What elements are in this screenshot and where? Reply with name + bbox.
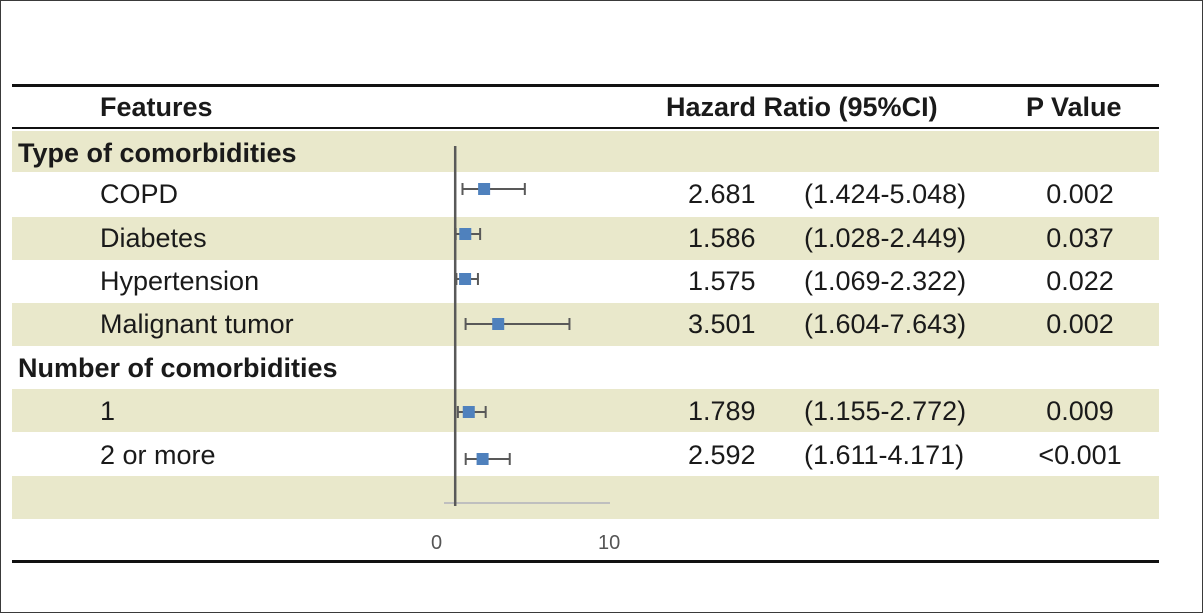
hr-marker-hypertension [459, 273, 472, 285]
row-p-diabetes: 0.037 [1046, 223, 1114, 253]
row-p-copd: 0.002 [1046, 179, 1114, 209]
header-features: Features [100, 92, 213, 122]
row-hr-diabetes: 1.586 [688, 223, 756, 253]
header-p-value: P Value [1026, 92, 1122, 122]
row-hr-copd: 2.681 [688, 179, 756, 209]
row-label-diabetes: Diabetes [100, 223, 207, 253]
row-p-hypertension: 0.022 [1046, 266, 1114, 296]
band-row-blank [12, 476, 1159, 519]
row-hr-one: 1.789 [688, 396, 756, 426]
band-row-malignant [12, 303, 1159, 346]
hr-marker-1 [462, 406, 475, 418]
row-label-hypertension: Hypertension [100, 266, 260, 296]
row-ci-two-or-more: (1.611-4.171) [804, 440, 965, 470]
row-label-copd: COPD [100, 179, 179, 209]
row-ci-hypertension: (1.069-2.322) [804, 266, 967, 296]
band-section-type [12, 131, 1159, 172]
row-ci-one: (1.155-2.772) [804, 396, 967, 426]
hr-marker-malignant-tumor [492, 318, 505, 330]
bottom-rule [12, 560, 1159, 563]
row-label-two-or-more: 2 or more [100, 440, 216, 470]
row-ci-diabetes: (1.028-2.449) [804, 223, 967, 253]
row-ci-malignant-tumor: (1.604-7.643) [804, 309, 967, 339]
row-hr-hypertension: 1.575 [688, 266, 756, 296]
hr-marker-diabetes [459, 228, 472, 240]
section-title-type: Type of comorbidities [18, 138, 297, 168]
row-p-two-or-more: <0.001 [1038, 440, 1122, 470]
band-row-diabetes [12, 217, 1159, 260]
row-label-one: 1 [100, 396, 116, 426]
hr-marker-2-or-more [476, 453, 489, 465]
x-tick-label-0: 0 [431, 532, 443, 554]
header-hazard-ratio: Hazard Ratio (95%CI) [666, 92, 938, 122]
x-tick-label-10: 10 [598, 532, 621, 554]
row-hr-malignant-tumor: 3.501 [688, 309, 756, 339]
row-label-malignant-tumor: Malignant tumor [100, 309, 294, 339]
row-p-one: 0.009 [1046, 396, 1114, 426]
hr-marker-copd [478, 183, 491, 195]
row-hr-two-or-more: 2.592 [688, 440, 756, 470]
top-rule [12, 84, 1159, 87]
section-title-number: Number of comorbidities [18, 353, 338, 383]
row-ci-copd: (1.424-5.048) [804, 179, 967, 209]
band-row-one [12, 389, 1159, 432]
header-rule [12, 127, 1159, 129]
row-p-malignant-tumor: 0.002 [1046, 309, 1114, 339]
